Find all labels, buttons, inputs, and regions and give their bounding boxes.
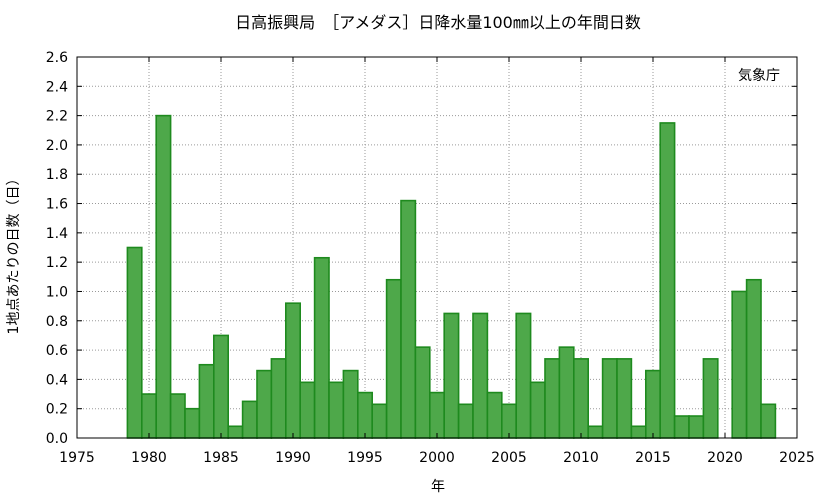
bar-2009 <box>558 346 575 439</box>
bar-2010 <box>572 358 589 439</box>
bar-2007 <box>529 381 546 439</box>
y-tick-label: 2.4 <box>46 79 68 95</box>
bar-2011 <box>587 425 604 439</box>
bar-2012 <box>601 358 618 439</box>
bar-1990 <box>284 302 301 439</box>
bar-1985 <box>213 334 230 439</box>
x-tick-label: 1990 <box>275 450 311 466</box>
bar-2016 <box>659 122 676 439</box>
bar-2019 <box>702 358 719 439</box>
y-tick-label: 0.4 <box>46 372 68 388</box>
x-axis-ticks: 1975 1980 1985 1990 1995 2000 2005 2010 2015 2020… <box>59 57 815 466</box>
bar-2004 <box>486 391 503 439</box>
y-tick-label: 1.4 <box>46 226 68 242</box>
y-tick-label: 2.2 <box>46 109 68 125</box>
bar-1979 <box>126 246 143 439</box>
bar-2005 <box>500 403 517 439</box>
x-tick-label: 2015 <box>635 450 671 466</box>
y-axis-ticks: 0.0 0.2 0.4 0.6 0.8 1.0 1.2 1.4 1.6 1.8 2.0 2.2 2.4 2… <box>46 50 797 447</box>
bar-2018 <box>688 415 705 439</box>
bar-2002 <box>457 403 474 439</box>
x-tick-label: 1980 <box>131 450 167 466</box>
x-tick-label: 1975 <box>59 450 95 466</box>
x-tick-label: 1995 <box>347 450 383 466</box>
x-tick-label: 2025 <box>779 450 815 466</box>
bar-2001 <box>443 312 460 439</box>
x-tick-label: 2010 <box>563 450 599 466</box>
bar-1988 <box>256 369 273 439</box>
bar-2015 <box>644 369 661 439</box>
bar-1998 <box>400 199 417 439</box>
y-tick-label: 1.2 <box>46 255 68 271</box>
y-tick-label: 1.8 <box>46 167 68 183</box>
bar-1983 <box>184 407 201 439</box>
bar-1994 <box>342 369 359 439</box>
x-tick-label: 2000 <box>419 450 455 466</box>
x-axis-label: 年 <box>431 479 445 495</box>
bar-1991 <box>299 381 316 439</box>
bar-2008 <box>544 358 561 439</box>
y-axis-label: 1地点あたりの日数（日） <box>6 172 22 335</box>
bar-2000 <box>428 391 445 439</box>
y-tick-label: 0.2 <box>46 402 68 418</box>
bar-1992 <box>313 256 330 439</box>
bars <box>126 114 777 439</box>
bar-2003 <box>472 312 489 439</box>
bar-1980 <box>141 393 158 439</box>
bar-1981 <box>155 114 172 439</box>
bar-2021 <box>731 290 748 439</box>
bar-2023 <box>760 403 777 439</box>
y-tick-label: 0.0 <box>46 431 68 447</box>
bar-2017 <box>673 415 690 439</box>
bar-1995 <box>356 391 373 439</box>
bar-1986 <box>227 425 244 439</box>
bar-1996 <box>371 403 388 439</box>
y-tick-label: 0.8 <box>46 314 68 330</box>
bar-1997 <box>385 278 402 439</box>
source-annotation: 気象庁 <box>738 68 780 84</box>
y-tick-label: 2.0 <box>46 138 68 154</box>
bar-1999 <box>414 346 431 439</box>
bar-1987 <box>241 400 258 439</box>
bar-1989 <box>270 358 287 439</box>
y-tick-label: 1.0 <box>46 284 68 300</box>
chart-title: 日高振興局 ［アメダス］日降水量100㎜以上の年間日数 <box>235 13 641 32</box>
bar-2022 <box>745 278 762 439</box>
y-tick-label: 2.6 <box>46 50 68 66</box>
bar-1993 <box>328 381 345 439</box>
x-tick-label: 1985 <box>203 450 239 466</box>
y-tick-label: 0.6 <box>46 343 68 359</box>
grid-lines <box>77 57 797 438</box>
x-tick-label: 2005 <box>491 450 527 466</box>
bar-1984 <box>198 363 215 439</box>
bar-1982 <box>169 393 186 439</box>
x-tick-label: 2020 <box>707 450 743 466</box>
bar-2013 <box>616 358 633 439</box>
bar-2006 <box>515 312 532 439</box>
y-tick-label: 1.6 <box>46 197 68 213</box>
bar-2014 <box>630 425 647 439</box>
